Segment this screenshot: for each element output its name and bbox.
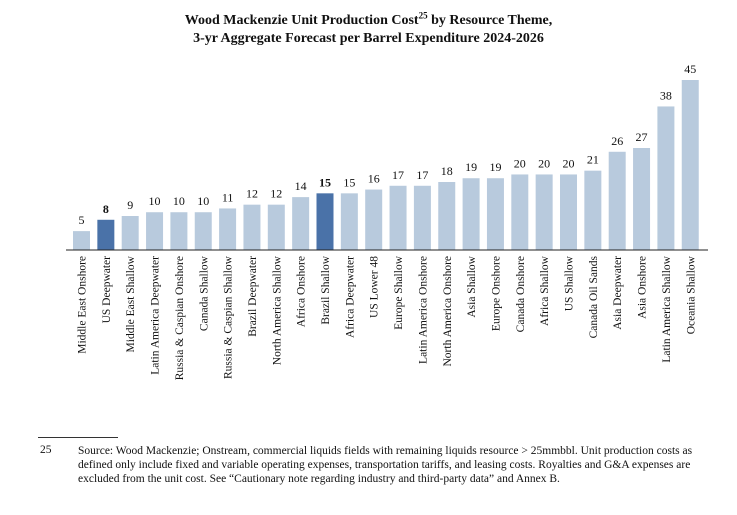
data-label-asia-deepwater: 26: [611, 134, 623, 148]
bar-canada-oil-sands[interactable]: [584, 170, 602, 250]
category-label-africa-onshore: Africa Onshore: [296, 256, 308, 327]
data-label-north-america-onshore: 18: [441, 164, 453, 178]
data-label-europe-onshore: 19: [489, 160, 501, 174]
bar-europe-onshore[interactable]: [486, 178, 504, 250]
bar-asia-onshore[interactable]: [633, 148, 651, 250]
data-label-brazil-deepwater: 12: [246, 187, 258, 201]
category-label-latin-america-onshore: Latin America Onshore: [417, 256, 429, 364]
category-label-canada-shallow: Canada Shallow: [198, 255, 210, 331]
data-label-north-america-shallow: 12: [270, 187, 282, 201]
category-label-europe-onshore: Europe Onshore: [490, 256, 502, 331]
data-label-asia-shallow: 19: [465, 160, 477, 174]
data-label-latin-america-shallow: 38: [660, 88, 672, 102]
category-label-canada-onshore: Canada Onshore: [515, 256, 527, 332]
category-label-asia-shallow: Asia Shallow: [466, 255, 478, 317]
category-label-canada-oil-sands: Canada Oil Sands: [588, 255, 600, 338]
bar-us-shallow[interactable]: [560, 174, 577, 250]
category-label-asia-deepwater: Asia Deepwater: [612, 256, 624, 330]
category-label-brazil-deepwater: Brazil Deepwater: [247, 256, 259, 337]
category-label-asia-onshore: Asia Onshore: [637, 256, 649, 319]
data-label-africa-onshore: 14: [295, 179, 307, 193]
bar-brazil-deepwater[interactable]: [243, 204, 261, 250]
data-label-middle-east-shallow: 9: [127, 198, 133, 212]
category-label-north-america-shallow: North America Shallow: [271, 255, 283, 365]
bar-russia-and-caspian-shallow[interactable]: [219, 208, 237, 250]
data-label-canada-onshore: 20: [514, 156, 526, 170]
chart-title-line-1: Wood Mackenzie Unit Production Cost25 by…: [0, 10, 737, 30]
bar-oceania-shallow[interactable]: [681, 80, 699, 250]
data-label-brazil-shallow: 15: [319, 175, 331, 189]
bar-latin-america-deepwater[interactable]: [146, 212, 164, 250]
data-label-middle-east-onshore: 5: [79, 213, 85, 227]
data-label-asia-onshore: 27: [636, 130, 648, 144]
bar-us-lower-48[interactable]: [365, 189, 383, 250]
category-label-oceania-shallow: Oceania Shallow: [685, 255, 697, 334]
data-label-us-lower-48: 16: [368, 172, 380, 186]
category-label-africa-deepwater: Africa Deepwater: [344, 256, 356, 338]
data-label-oceania-shallow: 45: [684, 62, 696, 76]
bar-latin-america-onshore[interactable]: [413, 185, 431, 250]
footnote-divider: [38, 437, 118, 438]
bar-africa-onshore[interactable]: [292, 197, 310, 250]
data-label-africa-shallow: 20: [538, 156, 550, 170]
bar-europe-shallow[interactable]: [389, 185, 407, 250]
data-label-latin-america-onshore: 17: [416, 168, 428, 182]
bar-canada-shallow[interactable]: [194, 212, 212, 250]
bar-canada-onshore[interactable]: [511, 174, 529, 250]
category-label-latin-america-shallow: Latin America Shallow: [661, 255, 673, 362]
bar-middle-east-onshore[interactable]: [73, 231, 90, 250]
category-label-russia-and-caspian-shallow: Russia & Caspian Shallow: [223, 255, 235, 379]
bar-asia-deepwater[interactable]: [608, 151, 626, 250]
footnote-reference[interactable]: 25: [418, 10, 428, 21]
bar-brazil-shallow[interactable]: [316, 193, 334, 250]
chart-title-text: Wood Mackenzie Unit Production Cost: [184, 13, 419, 28]
data-label-us-deepwater: 8: [103, 202, 109, 216]
bar-latin-america-shallow[interactable]: [657, 106, 675, 250]
category-label-brazil-shallow: Brazil Shallow: [320, 255, 332, 324]
data-label-canada-shallow: 10: [197, 194, 209, 208]
chart-title-text-end: by Resource Theme,: [427, 13, 553, 28]
bar-africa-shallow[interactable]: [535, 174, 553, 250]
footnote-number: 25: [40, 444, 52, 456]
bar-north-america-shallow[interactable]: [267, 204, 285, 250]
category-label-us-shallow: US Shallow: [564, 255, 576, 311]
category-label-middle-east-shallow: Middle East Shallow: [125, 255, 137, 352]
category-label-africa-shallow: Africa Shallow: [539, 255, 551, 326]
data-label-canada-oil-sands: 21: [587, 153, 599, 167]
category-label-north-america-onshore: North America Onshore: [442, 256, 454, 367]
data-label-europe-shallow: 17: [392, 168, 404, 182]
category-label-us-lower-48: US Lower 48: [369, 256, 381, 318]
bar-africa-deepwater[interactable]: [340, 193, 358, 250]
category-label-middle-east-onshore: Middle East Onshore: [77, 256, 89, 354]
category-label-europe-shallow: Europe Shallow: [393, 255, 405, 329]
bar-north-america-onshore[interactable]: [438, 182, 456, 250]
chart-subtitle: 3-yr Aggregate Forecast per Barrel Expen…: [193, 31, 544, 46]
bar-middle-east-shallow[interactable]: [121, 216, 139, 250]
category-label-latin-america-deepwater: Latin America Deepwater: [150, 256, 162, 375]
category-label-us-deepwater: US Deepwater: [101, 256, 113, 324]
category-label-russia-and-caspian-onshore: Russia & Caspian Onshore: [174, 256, 186, 380]
footnote-text: Source: Wood Mackenzie; Onstream, commer…: [78, 445, 693, 485]
data-label-russia-and-caspian-shallow: 11: [222, 190, 234, 204]
chart-title: Wood Mackenzie Unit Production Cost25 by…: [0, 10, 737, 48]
data-label-us-shallow: 20: [563, 156, 575, 170]
bar-chart: 5 Middle East Onshore 8 US Deepwater 9 Middle…: [66, 62, 708, 380]
bar-us-deepwater[interactable]: [97, 219, 115, 250]
data-label-africa-deepwater: 15: [343, 175, 355, 189]
bar-russia-and-caspian-onshore[interactable]: [170, 212, 188, 250]
data-label-latin-america-deepwater: 10: [149, 194, 161, 208]
bar-asia-shallow[interactable]: [462, 178, 480, 250]
data-label-russia-and-caspian-onshore: 10: [173, 194, 185, 208]
